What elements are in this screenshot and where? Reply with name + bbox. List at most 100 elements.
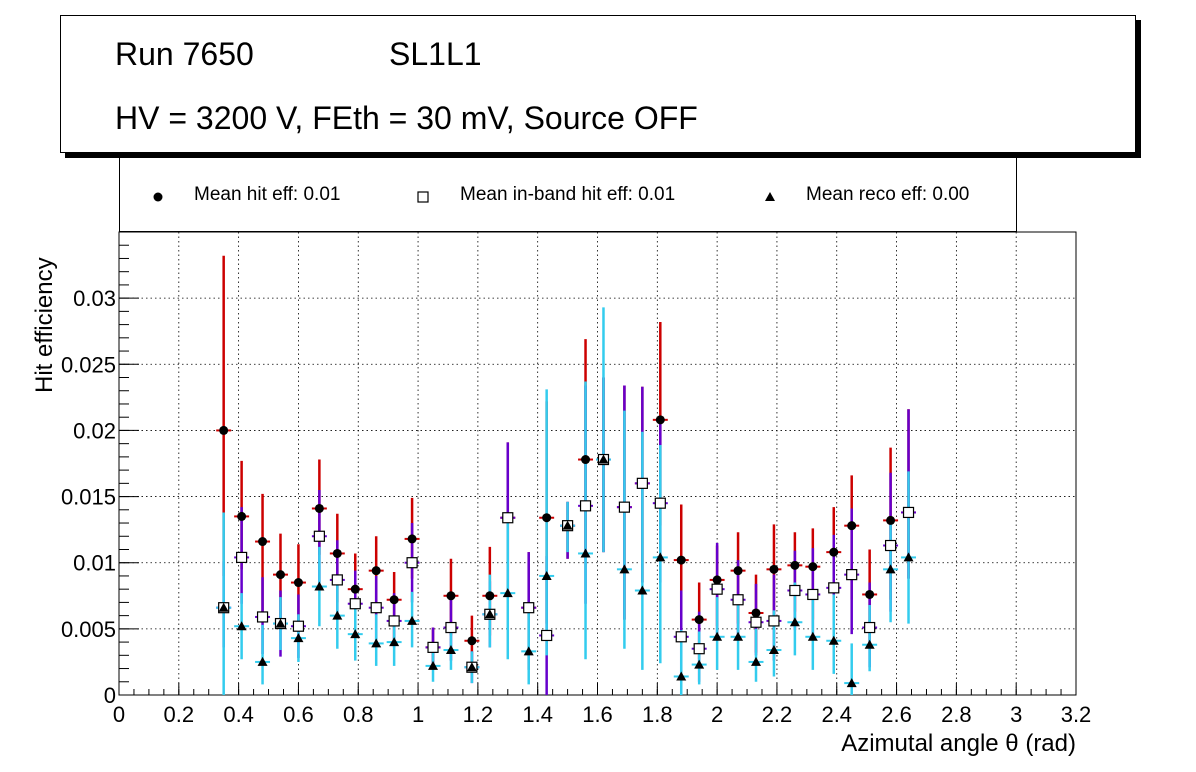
reco-point: [275, 618, 286, 628]
reco-point: [314, 581, 325, 591]
reco-point: [407, 615, 418, 625]
reco-point: [332, 610, 343, 620]
inband-point: [864, 621, 876, 634]
hit-point: [847, 521, 857, 531]
inband-point: [902, 506, 915, 519]
reco-point: [807, 631, 818, 641]
inband-point: [349, 598, 361, 610]
legend-inband-marker-icon: [417, 191, 429, 203]
inband-point: [750, 616, 762, 628]
y-tick-label: 0.015: [61, 485, 116, 510]
inband-point: [846, 569, 858, 581]
hit-point: [314, 503, 324, 513]
y-axis-label: Hit efficiency: [31, 257, 58, 393]
x-tick-label: 3.2: [1061, 702, 1092, 727]
inband-point: [523, 602, 535, 614]
inband-point: [388, 615, 400, 627]
hit-point: [258, 537, 268, 547]
x-tick-label: 1.6: [582, 702, 613, 727]
reco-point: [293, 633, 304, 643]
hit-point: [332, 548, 342, 558]
inband-point: [768, 615, 780, 627]
reco-point: [903, 552, 914, 562]
hit-point: [886, 515, 896, 525]
x-tick-label: 0.2: [164, 702, 195, 727]
x-tick-label: 2: [711, 702, 723, 727]
inband-point: [732, 594, 744, 606]
x-tick-label: 0.6: [283, 702, 314, 727]
inband-point: [236, 551, 248, 564]
x-axis-label: Azimutal angle θ (rad): [841, 730, 1076, 757]
hit-point: [446, 591, 456, 601]
reco-point: [619, 564, 630, 574]
inband-point: [636, 477, 648, 489]
inband-point: [445, 621, 457, 634]
reco-point: [598, 454, 609, 464]
reco-point: [864, 639, 875, 649]
hit-point: [467, 636, 477, 646]
reco-point: [789, 617, 800, 627]
reco-point: [428, 660, 439, 670]
y-tick-label: 0.03: [73, 286, 116, 311]
y-axis-ticks: 0 0.005 0.01 0.015 0.02 0.025 0.03: [61, 244, 139, 708]
hit-point: [389, 595, 399, 605]
y-tick-label: 0.025: [61, 352, 116, 377]
reco-point: [828, 635, 839, 645]
hit-point: [712, 575, 722, 585]
inband-point: [406, 557, 418, 569]
hit-point: [350, 584, 360, 594]
hit-point: [769, 564, 779, 574]
y-tick-label: 0: [104, 683, 116, 708]
y-tick-label: 0.005: [61, 617, 116, 642]
inband-point: [711, 583, 723, 595]
hit-point: [581, 455, 591, 465]
reco-point: [445, 645, 456, 655]
hit-point: [751, 608, 761, 618]
legend-hit-marker-icon: [153, 192, 163, 202]
reco-point: [676, 671, 687, 681]
reco-point: [371, 638, 382, 648]
x-tick-label: 3: [1010, 702, 1022, 727]
inband-point: [541, 629, 553, 642]
grid: [119, 232, 1076, 695]
legend-reco-marker-icon: [765, 192, 775, 201]
inband-point: [675, 631, 687, 643]
reco-point: [846, 678, 857, 688]
x-tick-label: 1: [412, 702, 424, 727]
inband-point: [256, 611, 269, 623]
reco-point: [350, 629, 361, 639]
hit-point: [655, 415, 665, 425]
hit-point: [676, 555, 686, 565]
hit-point: [694, 615, 704, 625]
hit-point: [865, 589, 875, 599]
y-tick-label: 0.02: [73, 418, 116, 443]
reco-point: [733, 631, 744, 641]
run-number: Run 7650: [115, 36, 254, 72]
reco-point: [484, 609, 495, 619]
legend-hit-label: Mean hit eff: 0.01: [194, 184, 341, 205]
inband-point: [789, 584, 801, 597]
reco-point: [580, 548, 591, 558]
reco-point: [751, 656, 762, 666]
hit-point: [790, 560, 800, 570]
hit-point: [542, 513, 552, 523]
markers: [218, 415, 915, 688]
x-tick-label: 0.8: [343, 702, 374, 727]
reco-point: [523, 646, 534, 656]
reco-point: [562, 520, 573, 530]
inband-point: [331, 574, 343, 586]
inband-point: [654, 497, 666, 509]
legend: Mean hit eff: 0.01 Mean in-band hit eff:…: [119, 155, 1017, 232]
inband-point: [579, 500, 592, 512]
hit-point: [733, 566, 743, 576]
hit-point: [485, 591, 495, 601]
reco-point: [466, 662, 477, 672]
reco-point: [768, 645, 779, 655]
x-tick-label: 1.4: [522, 702, 553, 727]
reco-point: [712, 631, 723, 641]
x-tick-label: 2.8: [941, 702, 972, 727]
hit-point: [293, 578, 303, 588]
reco-point: [694, 659, 705, 669]
inband-point: [828, 582, 840, 594]
